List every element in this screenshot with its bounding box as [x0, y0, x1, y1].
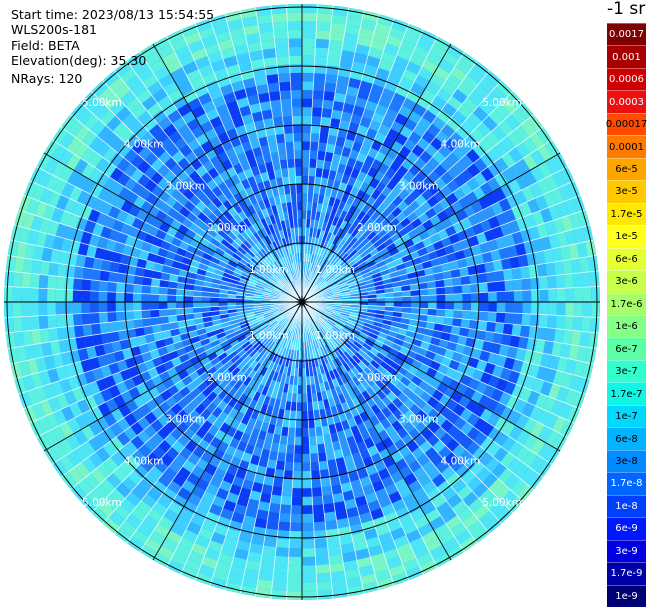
colorbar-level: 1.7e-8 [607, 472, 646, 495]
colorbar: 0.0017 0.001 0.0006 0.0003 0.00017 0.0001 6e-5… [606, 23, 647, 607]
range-label: 1.00km [249, 264, 289, 276]
colorbar-level: 1e-5 [607, 225, 646, 248]
nrays-label: NRays: 120 [11, 71, 83, 86]
range-label: 4.00km [441, 139, 481, 151]
range-label: 1.00km [315, 330, 355, 342]
colorbar-level: 6e-6 [607, 247, 646, 271]
colorbar-level: 1e-6 [607, 315, 646, 338]
range-label: 1.00km [315, 264, 355, 276]
elevation-label: Elevation(deg): 35.30 [11, 53, 147, 68]
colorbar-level: 1.7e-5 [607, 202, 646, 226]
field-label: Field: BETA [11, 38, 80, 53]
colorbar-level: 6e-8 [607, 427, 646, 450]
range-label: 3.00km [165, 180, 205, 192]
range-label: 4.00km [124, 139, 164, 151]
colorbar-level: 1e-8 [607, 494, 646, 518]
range-label: 4.00km [124, 455, 164, 467]
colorbar-level: 0.0001 [607, 135, 646, 158]
colorbar-level: 6e-7 [607, 337, 646, 360]
colorbar-level: 0.00017 [606, 112, 647, 136]
center-marker-icon [296, 296, 308, 308]
range-label: 2.00km [207, 222, 247, 234]
range-label: 4.00km [441, 455, 481, 467]
range-label: 1.00km [249, 330, 289, 342]
colorbar-level: 1e-7 [607, 404, 646, 428]
range-label: 2.00km [207, 372, 247, 384]
colorbar-unit-label: -1 sr [607, 0, 646, 19]
colorbar-level: 0.0017 [607, 23, 646, 46]
range-label: 3.00km [399, 414, 439, 426]
range-label: 5.00km [482, 497, 522, 509]
colorbar-level: 0.0003 [607, 90, 646, 113]
range-label: 5.00km [82, 97, 122, 109]
colorbar-level: 1.7e-9 [607, 562, 646, 585]
colorbar-level: 6e-9 [607, 517, 646, 540]
range-label: 5.00km [482, 97, 522, 109]
colorbar-level: 3e-7 [607, 359, 646, 383]
range-label: 2.00km [357, 372, 397, 384]
ppi-plot: 1.00km 1.00km 1.00km 1.00km 2.00km 2.00km 2.00… [4, 4, 600, 600]
colorbar-level: 0.0006 [607, 67, 646, 91]
range-labels: 1.00km 1.00km 1.00km 1.00km 2.00km 2.00km 2.00… [82, 97, 522, 509]
colorbar-level: 3e-5 [607, 180, 646, 203]
range-label: 3.00km [165, 414, 205, 426]
colorbar-level: 3e-9 [607, 539, 646, 563]
colorbar-level: 0.001 [607, 45, 646, 68]
start-time-label: Start time: 2023/08/13 15:54:55 [11, 7, 215, 22]
colorbar-level: 3e-8 [607, 449, 646, 473]
colorbar-level: 1e-9 [607, 584, 646, 607]
colorbar-level: 1.7e-7 [607, 382, 646, 405]
instrument-label: WLS200s-181 [11, 22, 97, 37]
range-label: 3.00km [399, 180, 439, 192]
azimuth-spokes [4, 4, 600, 600]
colorbar-level: 1.7e-6 [607, 292, 646, 315]
colorbar-level: 6e-5 [607, 157, 646, 181]
range-label: 5.00km [82, 497, 122, 509]
range-label: 2.00km [357, 222, 397, 234]
colorbar-level: 3e-6 [607, 270, 646, 293]
